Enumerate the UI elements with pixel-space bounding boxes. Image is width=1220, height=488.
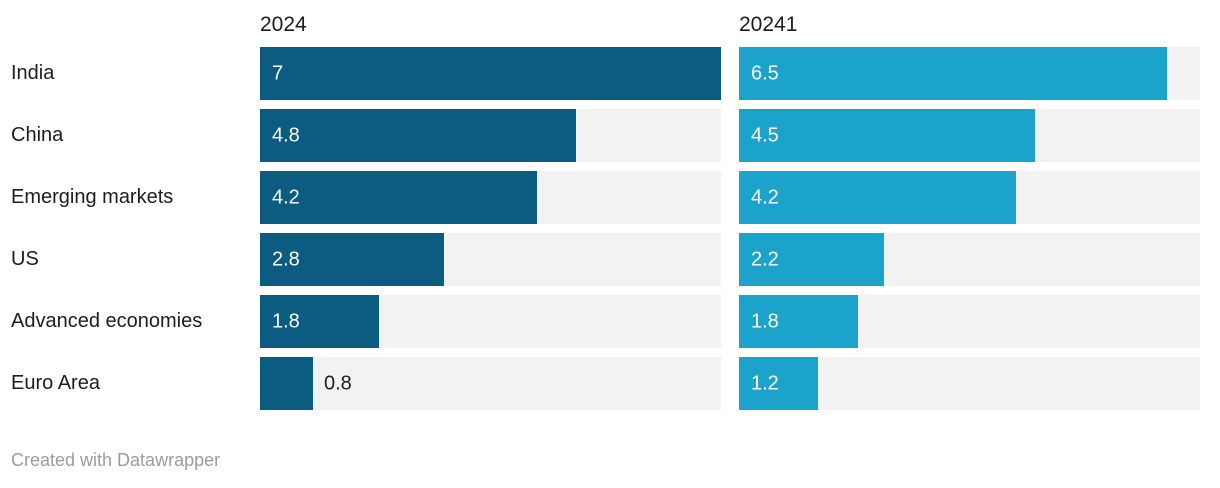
bar-track-20241: 1.8 — [739, 295, 1200, 348]
bar-20241-emerging-markets — [739, 171, 1016, 224]
bar-2024-advanced-economies — [260, 295, 379, 348]
row-label: US — [11, 248, 39, 270]
chart-row-us: US 2.8 2.2 — [11, 233, 1200, 286]
row-label: China — [11, 124, 64, 146]
row-label: Euro Area — [11, 372, 100, 394]
header-spacer — [11, 13, 260, 37]
bar-value-label: 1.8 — [272, 310, 300, 332]
bar-value-label: 4.8 — [272, 124, 300, 146]
bar-value-label: 0.8 — [324, 372, 352, 394]
bar-2024-us — [260, 233, 445, 286]
bar-value-label: 1.8 — [751, 310, 779, 332]
bar-value-label: 6.5 — [751, 62, 779, 84]
bar-2024-emerging-markets — [260, 171, 537, 224]
bar-2024-china — [260, 109, 577, 162]
bar-track-2024: 0.8 — [260, 357, 721, 410]
chart-row-emerging-markets: Emerging markets 4.2 4.2 — [11, 171, 1200, 224]
bar-20241-india — [739, 47, 1168, 100]
bar-value-label: 1.2 — [751, 372, 779, 394]
bar-20241-euro-area — [739, 357, 819, 410]
bar-2024-india — [260, 47, 721, 100]
bar-track-20241: 1.2 — [739, 357, 1200, 410]
bar-value-label: 2.2 — [751, 248, 779, 270]
bar-track-2024: 1.8 — [260, 295, 721, 348]
column-header-20241: 20241 — [739, 13, 798, 36]
bar-2024-euro-area — [260, 357, 313, 410]
bar-track-20241: 4.2 — [739, 171, 1200, 224]
row-label: Advanced economies — [11, 310, 203, 332]
chart-row-india: India 7 6.5 — [11, 47, 1200, 100]
bar-value-label: 4.5 — [751, 124, 779, 146]
datawrapper-attribution-link[interactable]: Created with Datawrapper — [11, 450, 221, 470]
bar-20241-advanced-economies — [739, 295, 858, 348]
bar-value-label: 2.8 — [272, 248, 300, 270]
bar-track-2024: 2.8 — [260, 233, 721, 286]
chart-row-euro-area: Euro Area 0.8 1.2 — [11, 357, 1200, 410]
bar-value-label: 4.2 — [751, 186, 779, 208]
column-headers: 2024 20241 — [11, 13, 1200, 37]
bar-value-label: 7 — [272, 62, 284, 84]
bar-track-2024: 4.2 — [260, 171, 721, 224]
bar-20241-china — [739, 109, 1036, 162]
column-header-2024: 2024 — [260, 13, 307, 36]
bar-value-label: 4.2 — [272, 186, 300, 208]
bar-20241-us — [739, 233, 884, 286]
chart-row-advanced-economies: Advanced economies 1.8 1.8 — [11, 295, 1200, 348]
row-label: Emerging markets — [11, 186, 174, 208]
bar-track-2024: 4.8 — [260, 109, 721, 162]
bar-track-20241: 2.2 — [739, 233, 1200, 286]
bar-track-2024: 7 — [260, 47, 721, 100]
chart-row-china: China 4.8 4.5 — [11, 109, 1200, 162]
bar-track-20241: 6.5 — [739, 47, 1200, 100]
row-label: India — [11, 62, 55, 84]
bar-track-20241: 4.5 — [739, 109, 1200, 162]
